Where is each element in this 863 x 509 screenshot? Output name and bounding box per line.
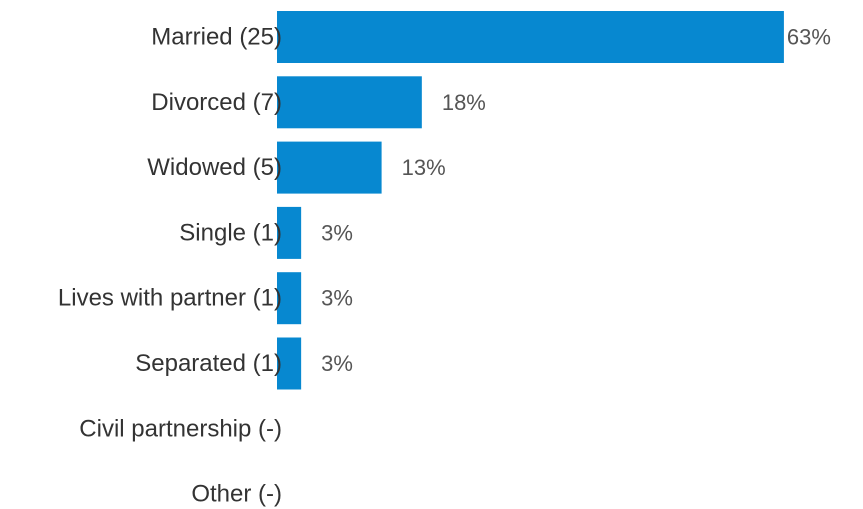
- value-label-widowed: 13%: [402, 155, 446, 180]
- bar-lives-with-partner: [277, 272, 302, 325]
- value-labels: 63% 18% 13% 3% 3% 3%: [321, 25, 831, 377]
- bar-separated: [277, 337, 302, 390]
- value-label-divorced: 18%: [442, 90, 486, 115]
- category-label-divorced: Divorced (7): [151, 89, 282, 116]
- value-label-married: 63%: [787, 25, 831, 50]
- category-label-separated: Separated (1): [135, 350, 282, 377]
- bar-widowed: [277, 141, 382, 194]
- bar-divorced: [277, 76, 422, 129]
- value-label-separated: 3%: [321, 351, 353, 376]
- category-label-civil-partnership: Civil partnership (-): [79, 415, 282, 442]
- category-label-lives-with-partner: Lives with partner (1): [58, 285, 282, 312]
- category-labels: Married (25) Divorced (7) Widowed (5) Singl…: [58, 24, 282, 508]
- value-label-single: 3%: [321, 220, 353, 245]
- category-label-single: Single (1): [179, 219, 282, 246]
- category-label-married: Married (25): [151, 24, 282, 51]
- bars-layer: [277, 11, 784, 390]
- bar-married: [277, 11, 784, 63]
- category-label-other: Other (-): [191, 481, 282, 508]
- value-label-lives-with-partner: 3%: [321, 286, 353, 311]
- bar-single: [277, 206, 302, 259]
- category-label-widowed: Widowed (5): [147, 154, 282, 181]
